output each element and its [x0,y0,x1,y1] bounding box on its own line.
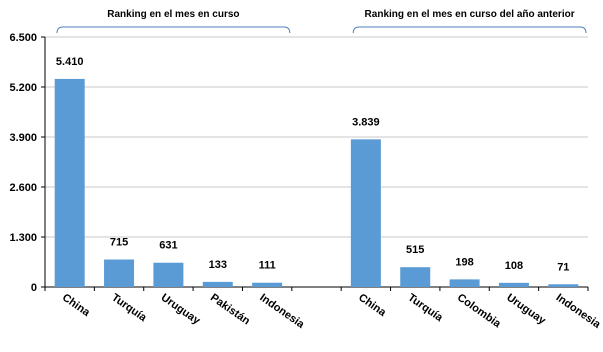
category-label: Colombia [455,292,504,331]
data-label: 5.410 [56,56,84,68]
data-label: 198 [455,256,473,268]
category-labels: China Turquía Uruguay Pakistán Indonesia Chin… [60,292,603,332]
bar [252,282,283,287]
y-tick-label: 1.300 [9,232,37,244]
group-bracket [352,26,587,34]
bar [548,284,579,287]
y-tick-label: 3.900 [9,132,37,144]
category-label: China [60,292,93,320]
bar [498,282,529,287]
data-labels: 5.410 715 631 133 111 3.839 515 198 108 71 [56,56,570,273]
group-title: Ranking en el mes en curso [107,9,239,20]
category-label: Uruguay [159,292,203,328]
category-label: China [356,292,389,320]
y-tick-label: 6.500 [9,32,37,44]
bar [54,78,85,287]
group-bracket [56,26,291,34]
category-label: Turquía [109,292,149,325]
y-tick-label: 5.200 [9,82,37,94]
category-label: Indonesia [257,292,307,332]
axes: 0 1.300 2.600 3.900 5.200 6.500 [9,32,589,294]
data-label: 515 [406,244,424,256]
bar [104,259,135,287]
data-label: 71 [557,261,569,273]
category-label: Indonesia [554,292,603,332]
bars [54,78,579,287]
y-tick-label: 2.600 [9,182,37,194]
bar [400,267,431,287]
group-title: Ranking en el mes en curso del año anter… [365,9,575,20]
category-label: Uruguay [504,292,548,328]
bar [202,281,233,287]
category-label: Pakistán [208,292,252,328]
data-label: 715 [110,237,128,249]
y-tick-label: 0 [31,282,37,294]
data-label: 3.839 [352,116,380,128]
bar [350,139,381,287]
bar [449,279,480,287]
data-label: 133 [209,259,227,271]
gridlines [45,36,588,238]
category-label: Turquía [406,292,446,325]
bar [153,262,184,287]
data-label: 108 [505,260,523,272]
group-brackets: Ranking en el mes en curso Ranking en el … [56,9,587,34]
data-label: 631 [159,240,177,252]
data-label: 111 [259,260,276,272]
